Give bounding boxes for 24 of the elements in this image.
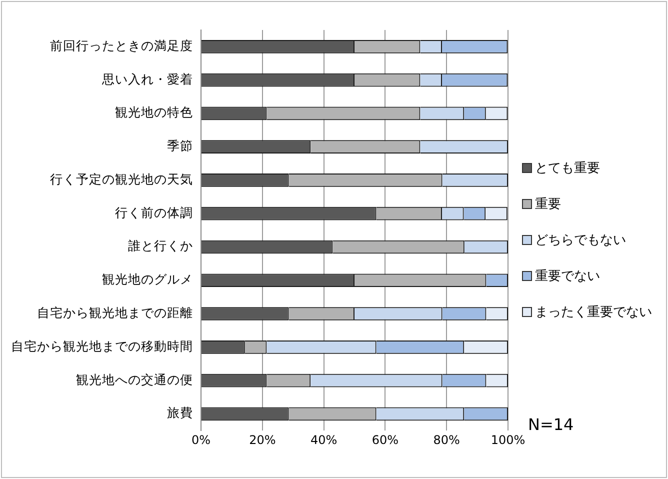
y-tick-label: 旅費 (167, 405, 193, 420)
text: N=14 (528, 415, 574, 434)
x-tick-label: 0% (191, 432, 211, 447)
legend-label: どちらでもない (535, 232, 626, 249)
legend-label: 重要 (535, 196, 561, 213)
y-tick-label: 前回行ったときの満足度 (50, 38, 193, 53)
y-tick-label: 観光地への交通の便 (76, 372, 193, 387)
x-tick-label: 60% (372, 432, 399, 447)
y-tick-label: 行く前の体調 (115, 204, 193, 220)
y-tick-label: 自宅から観光地までの距離 (37, 305, 193, 320)
legend-label: とても重要 (535, 160, 600, 177)
x-tick-label: 40% (310, 432, 338, 447)
y-tick-label: 行く予定の観光地の天気 (50, 171, 193, 186)
y-tick-label: 観光地のグルメ (102, 272, 193, 287)
y-tick-label: 自宅から観光地までの移動時間 (11, 338, 193, 354)
y-tick-label: 誰と行くか (128, 238, 193, 254)
y-tick-label: 季節 (167, 138, 193, 154)
legend-label: まったく重要でない (535, 304, 652, 321)
y-tick-label: 観光地の特色 (115, 104, 193, 120)
legend-label: 重要でない (535, 268, 600, 285)
x-tick-label: 80% (433, 432, 460, 447)
x-tick-label: 100% (490, 432, 526, 447)
y-tick-label: 思い入れ・愛着 (101, 71, 193, 86)
x-tick-label: 20% (249, 432, 276, 447)
